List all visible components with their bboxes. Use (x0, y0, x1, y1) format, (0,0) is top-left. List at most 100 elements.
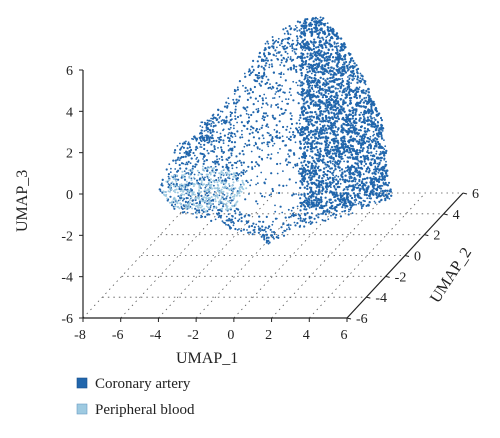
data-point (209, 178, 212, 181)
data-point (280, 107, 283, 110)
data-point (338, 146, 341, 150)
data-point (208, 136, 211, 139)
data-point (292, 67, 295, 70)
data-point (298, 79, 301, 82)
data-point (194, 207, 197, 210)
data-point (178, 159, 181, 162)
data-point (316, 199, 319, 202)
data-point (241, 133, 243, 136)
data-point (234, 108, 237, 111)
data-point (278, 114, 281, 117)
data-point (315, 23, 318, 26)
data-point (267, 236, 270, 239)
data-point (315, 117, 319, 120)
data-point (277, 37, 280, 40)
data-point (247, 231, 250, 234)
data-point (183, 152, 186, 154)
data-point (336, 62, 339, 65)
data-point (350, 144, 353, 148)
data-point (353, 65, 356, 68)
data-point (295, 193, 297, 195)
data-point (321, 83, 325, 87)
data-point (245, 179, 248, 182)
data-point (289, 28, 292, 31)
data-point (306, 116, 309, 119)
data-point (370, 112, 373, 116)
data-point (354, 156, 357, 159)
data-point (350, 153, 353, 156)
data-point (187, 203, 190, 206)
data-point (219, 138, 222, 141)
data-point (195, 182, 198, 184)
data-point (348, 110, 352, 113)
data-point (326, 169, 330, 173)
data-point (289, 112, 292, 115)
data-point (334, 176, 336, 179)
data-point (208, 166, 211, 169)
data-point (365, 96, 368, 99)
data-point (345, 95, 348, 99)
data-point (310, 186, 313, 190)
data-point (197, 193, 200, 196)
data-point (227, 175, 230, 178)
data-point (189, 195, 192, 198)
y-tick-mark (366, 296, 371, 299)
data-point (181, 142, 185, 145)
data-point (366, 176, 369, 180)
data-point (297, 217, 300, 220)
data-point (375, 150, 378, 153)
data-point (205, 189, 208, 192)
data-point (261, 117, 264, 120)
data-point (281, 85, 283, 87)
data-point (261, 99, 265, 102)
data-point (296, 39, 299, 42)
data-point (370, 182, 374, 185)
data-point (206, 121, 209, 124)
data-point (374, 140, 377, 143)
data-point (314, 137, 317, 140)
data-point (208, 199, 211, 202)
data-point (233, 90, 236, 92)
data-point (354, 121, 357, 124)
data-point (295, 44, 298, 47)
data-point (331, 191, 334, 194)
data-point (220, 155, 223, 158)
data-point (341, 178, 345, 181)
data-point (307, 63, 310, 66)
data-point (315, 162, 318, 165)
data-point (183, 205, 186, 208)
data-point (228, 217, 231, 220)
data-point (211, 161, 214, 163)
data-point (199, 184, 202, 186)
data-point (228, 170, 231, 173)
data-point (356, 75, 359, 77)
data-point (301, 40, 305, 43)
data-point (325, 173, 329, 177)
data-point (211, 128, 214, 132)
data-point (201, 215, 204, 218)
data-point (303, 143, 305, 146)
data-point (309, 118, 312, 121)
data-point (356, 163, 359, 166)
data-point (319, 40, 322, 43)
data-point (253, 85, 256, 89)
data-point (306, 83, 310, 86)
data-point (287, 224, 290, 227)
data-point (302, 82, 305, 85)
data-point (250, 179, 253, 182)
data-point (306, 78, 309, 81)
data-point (262, 137, 265, 140)
data-point (172, 205, 175, 208)
data-point (319, 110, 322, 113)
data-point (348, 96, 352, 100)
data-point (290, 68, 293, 71)
data-point (167, 190, 170, 193)
data-point (379, 151, 382, 153)
data-point (372, 175, 375, 178)
data-point (341, 172, 344, 175)
data-point (221, 186, 224, 189)
data-point (294, 25, 297, 27)
data-point (167, 173, 170, 176)
data-point (289, 58, 292, 61)
data-point (306, 184, 309, 188)
